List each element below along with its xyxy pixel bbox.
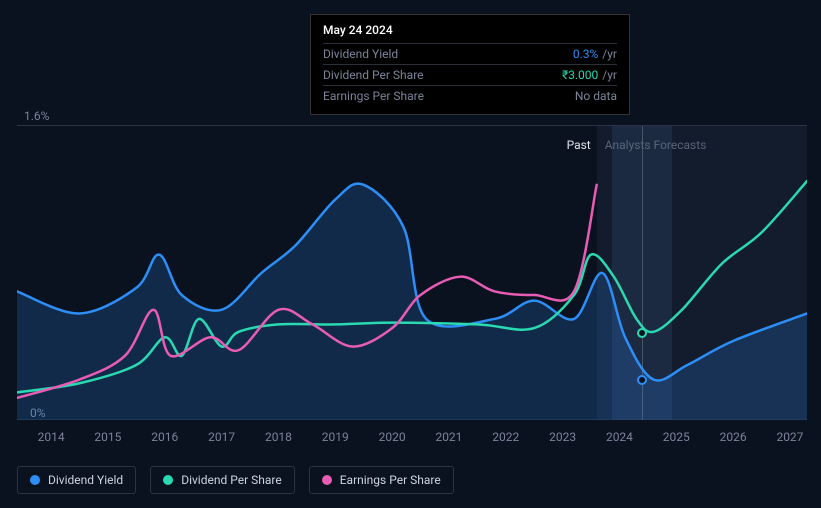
tooltip-label: Earnings Per Share [323,89,424,103]
legend-item-earnings_per_share[interactable]: Earnings Per Share [309,466,454,494]
tooltip-label: Dividend Per Share [323,68,424,82]
tooltip-label: Dividend Yield [323,47,398,61]
dividend_yield-marker [637,375,647,385]
x-axis-label: 2017 [208,430,235,444]
x-axis-label: 2021 [435,430,462,444]
tooltip-date: May 24 2024 [323,23,617,43]
x-axis-label: 2022 [492,430,519,444]
x-axis-label: 2024 [606,430,633,444]
legend-dot-icon [322,475,332,485]
tooltip-row: Dividend Per Share ₹3.000/yr [323,64,617,85]
tooltip-value: 0.3% [573,47,598,61]
tooltip-row: Dividend Yield 0.3% /yr [323,43,617,64]
x-axis-label: 2018 [265,430,292,444]
tooltip-value: ₹3.000 [562,68,598,82]
chart-tooltip: May 24 2024 Dividend Yield0.3%/yrDividen… [310,14,630,115]
x-axis-label: 2019 [322,430,349,444]
tooltip-value: No data [575,89,617,103]
y-axis-max-label: 1.6% [24,109,64,123]
chart-legend: Dividend Yield Dividend Per Share Earnings… [17,466,454,494]
legend-label: Earnings Per Share [340,473,441,487]
x-axis-label: 2020 [379,430,406,444]
x-axis: 2014 2015 2016 2017 2018 2019 2020 2021 2022 2023… [17,430,807,450]
x-axis-label: 2016 [151,430,178,444]
plot-area[interactable]: Past Analysts Forecasts [17,125,807,420]
x-axis-label: 2015 [94,430,121,444]
legend-dot-icon [30,475,40,485]
forecast-label: Analysts Forecasts [605,138,707,152]
x-axis-label: 2023 [549,430,576,444]
x-axis-label: 2026 [720,430,747,444]
legend-item-dividend_yield[interactable]: Dividend Yield [17,466,136,494]
x-axis-label: 2027 [776,430,803,444]
earnings_per_share-line [17,185,597,398]
legend-item-dividend_per_share[interactable]: Dividend Per Share [150,466,295,494]
tooltip-unit: /yr [602,47,617,61]
x-axis-label: 2014 [38,430,65,444]
dividend_per_share-marker [637,328,647,338]
past-label: Past [567,138,591,152]
legend-label: Dividend Per Share [181,473,282,487]
dividend-chart[interactable]: 1.6% 0% Past Analysts Forecasts 20142015… [17,105,807,450]
tooltip-row: Earnings Per Share No data [323,85,617,106]
x-axis-label: 2025 [663,430,690,444]
legend-dot-icon [163,475,173,485]
legend-label: Dividend Yield [48,473,123,487]
tooltip-unit: /yr [602,68,617,82]
